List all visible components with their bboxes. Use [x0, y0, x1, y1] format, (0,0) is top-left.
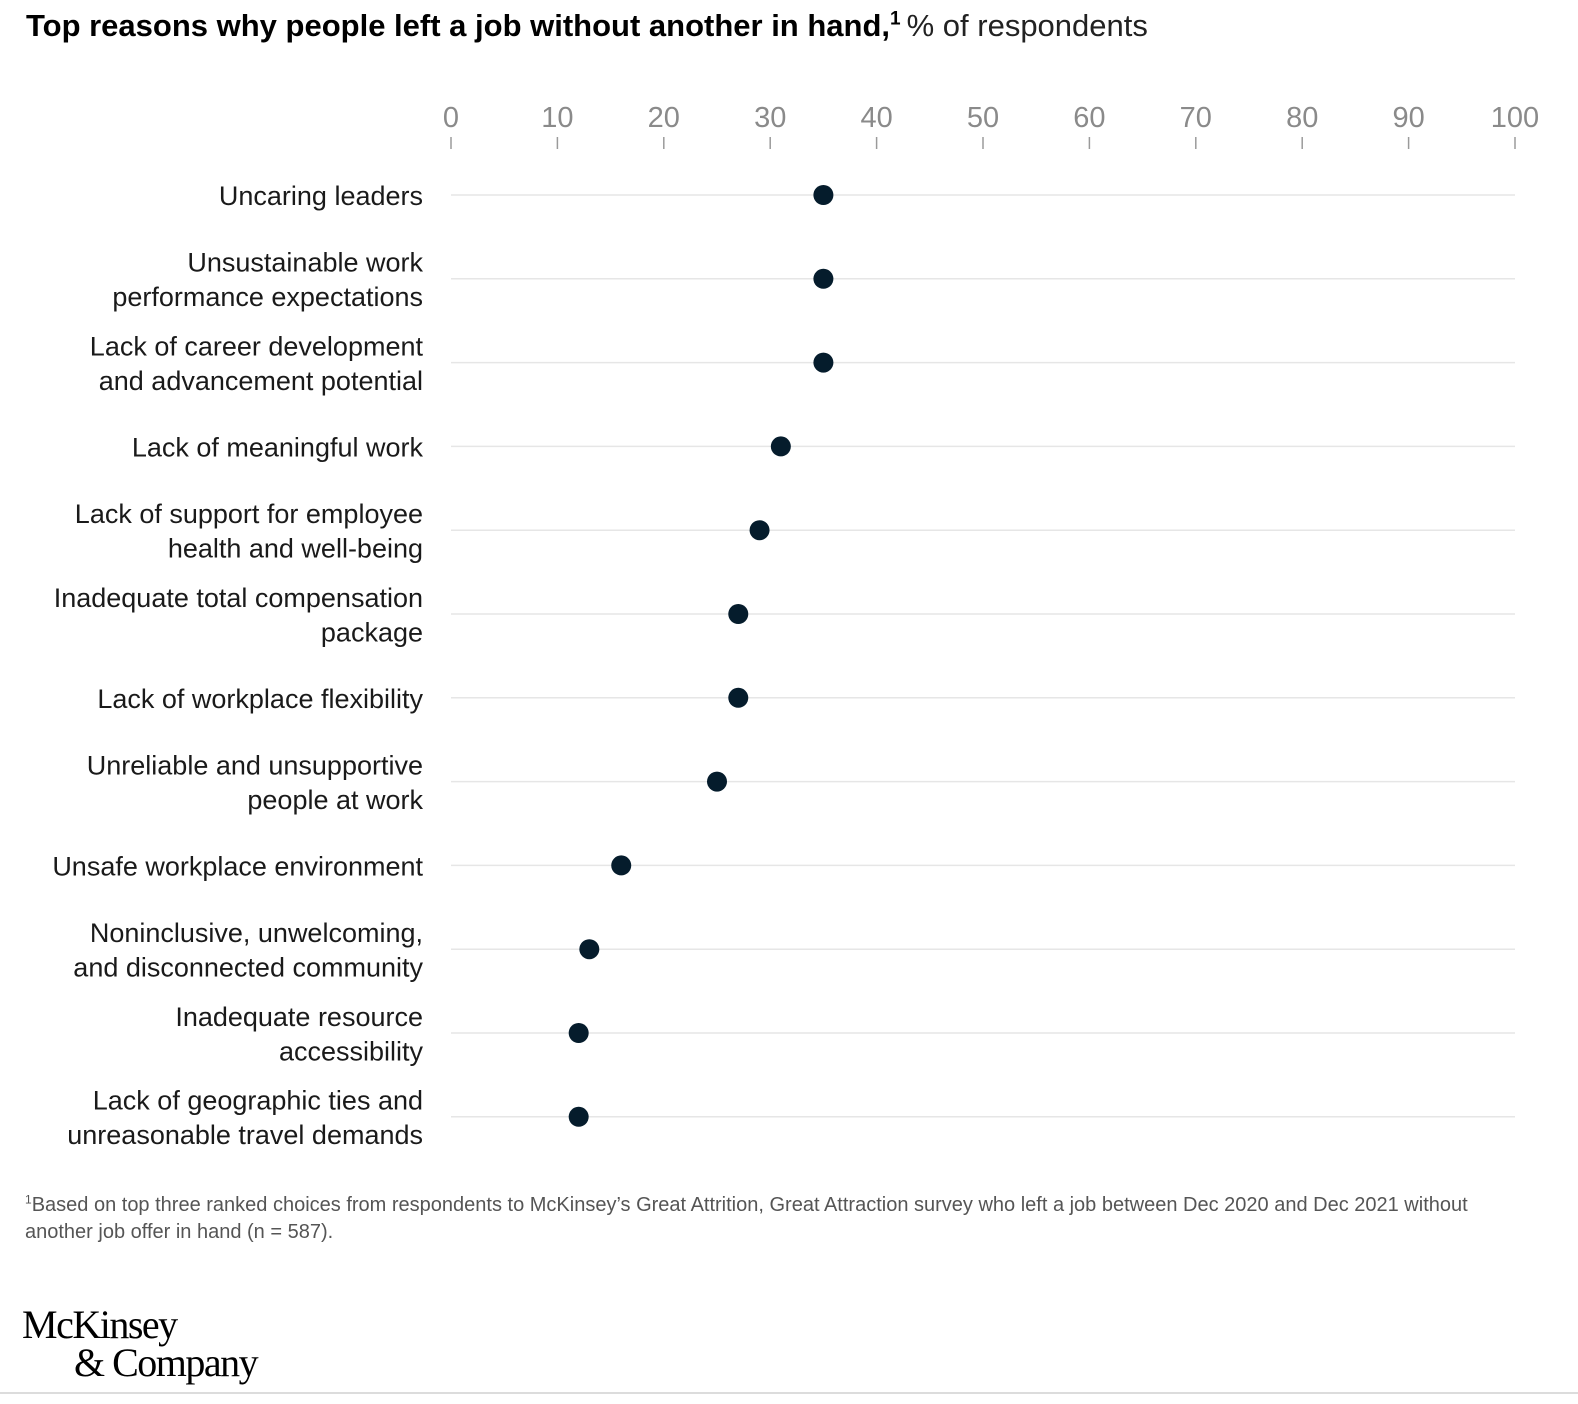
x-axis: 0 10 20 30 40 50 60 70 80 90 100: [443, 102, 1539, 149]
category-label: Uncaring leaders: [219, 181, 423, 211]
footnote-text: Based on top three ranked choices from r…: [25, 1194, 1468, 1243]
data-point: [728, 687, 749, 708]
data-point: [813, 185, 834, 205]
gridlines: [451, 194, 1515, 1118]
footnote: 1Based on top three ranked choices from …: [25, 1192, 1535, 1246]
data-point: [770, 436, 791, 457]
data-point: [568, 1023, 589, 1043]
data-point: [707, 771, 727, 792]
x-tick-label: 30: [754, 102, 786, 134]
x-tick-label: 50: [967, 102, 999, 134]
category-label: Noninclusive, unwelcoming,: [90, 918, 423, 948]
data-point: [579, 939, 600, 960]
chart-title-main: Top reasons why people left a job withou…: [26, 8, 891, 43]
data-point: [813, 268, 834, 289]
category-label: unreasonable travel demands: [67, 1120, 423, 1150]
x-tick-label: 40: [860, 102, 892, 134]
category-label: health and well-being: [168, 533, 423, 563]
category-label: accessibility: [279, 1036, 424, 1066]
chart-title-footnote-marker: 1: [890, 8, 901, 30]
category-label: and disconnected community: [73, 952, 423, 982]
x-tick-label: 10: [541, 102, 573, 134]
data-points: [568, 185, 834, 1127]
category-label: Unsustainable work: [187, 248, 423, 278]
data-point: [749, 520, 770, 541]
x-tick-label: 70: [1180, 102, 1212, 134]
category-label: Inadequate total compensation: [54, 583, 423, 613]
x-tick-label: 0: [443, 102, 459, 134]
data-point: [611, 855, 632, 876]
category-label: and advancement potential: [99, 366, 423, 396]
category-label: people at work: [247, 785, 423, 815]
category-label: Lack of geographic ties and: [93, 1086, 423, 1116]
x-tick-label: 100: [1491, 102, 1539, 134]
footnote-marker: 1: [25, 1192, 32, 1207]
chart-title-unit: % of respondents: [906, 8, 1148, 43]
category-label: Unsafe workplace environment: [52, 851, 423, 881]
data-point: [728, 604, 749, 624]
category-label: Inadequate resource: [175, 1002, 423, 1032]
category-label: Unreliable and unsupportive: [87, 750, 423, 780]
data-point: [568, 1106, 589, 1127]
category-label: Lack of career development: [90, 331, 424, 361]
x-tick-label: 20: [648, 102, 680, 134]
category-label: Lack of support for employee: [75, 499, 423, 529]
dot-plot-chart: 0 10 20 30 40 50 60 70 80 90 100 Uncaring leadersU…: [52, 102, 1539, 1150]
data-point: [813, 352, 834, 373]
bottom-divider: [0, 1392, 1578, 1394]
logo-line-1: McKinsey: [22, 1302, 178, 1347]
category-labels: Uncaring leaders Unsustainable work perfor…: [52, 181, 423, 1150]
category-label: Lack of workplace flexibility: [97, 684, 423, 714]
chart-title: Top reasons why people left a job withou…: [26, 6, 1148, 46]
mckinsey-logo: McKinsey & Company: [22, 1305, 259, 1385]
x-tick-label: 80: [1286, 102, 1318, 134]
x-tick-label: 90: [1392, 102, 1424, 134]
category-label: Lack of meaningful work: [132, 432, 424, 462]
category-label: package: [321, 617, 423, 647]
x-tick-label: 60: [1073, 102, 1105, 134]
category-label: performance expectations: [112, 282, 423, 312]
logo-line-2: & Company: [74, 1340, 259, 1385]
